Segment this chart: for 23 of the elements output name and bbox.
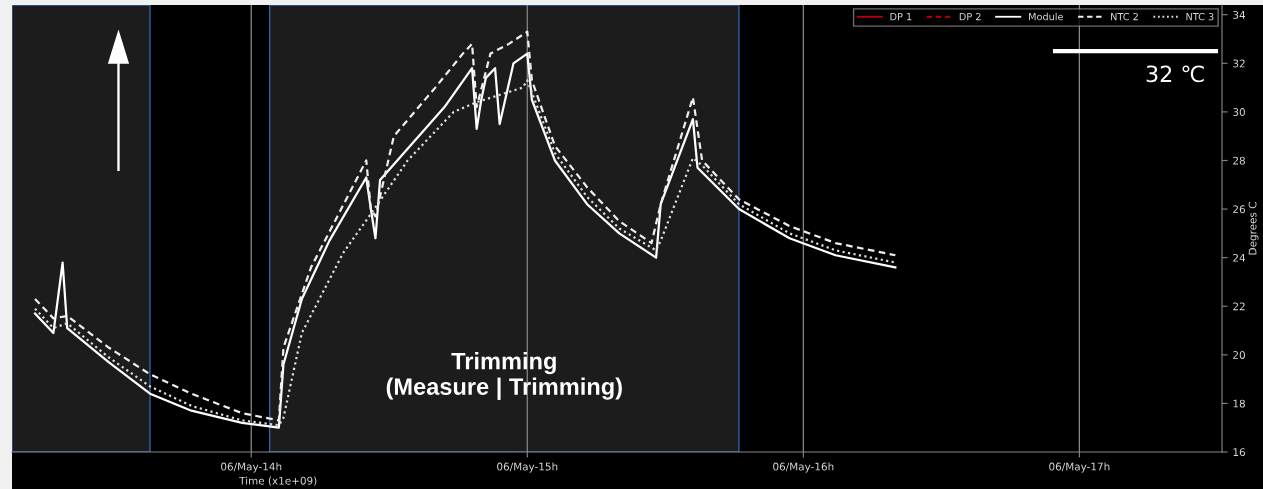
y-tick-label: 16 <box>1233 448 1246 457</box>
legend-label: NTC 2 <box>1111 12 1138 21</box>
y-tick-label: 18 <box>1233 399 1245 408</box>
band-label: Trimming (Measure | Trimming) <box>386 352 622 400</box>
legend-label: DP 1 <box>890 13 912 21</box>
y-tick-label: 34 <box>1233 10 1246 19</box>
y-tick-label: 28 <box>1233 156 1245 165</box>
x-tick-label: 06/May-16h <box>773 462 834 473</box>
x-tick-label: 06/May-17h <box>1049 462 1110 473</box>
legend-label: NTC 3 <box>1186 12 1214 21</box>
y-tick-label: 24 <box>1233 253 1246 262</box>
x-axis-title: Time (x1e+09) <box>239 476 317 486</box>
y-tick-label: 30 <box>1233 108 1245 116</box>
y-tick-label: 22 <box>1233 302 1245 311</box>
y-tick-label: 32 <box>1233 59 1245 68</box>
ref-line-label: 32 ℃ <box>1146 65 1204 83</box>
x-tick-label: 06/May-14h <box>221 462 282 473</box>
y-tick-label: 26 <box>1233 205 1246 214</box>
legend-label: DP 2 <box>959 12 981 21</box>
y-axis-title: Degrees C <box>1248 202 1259 255</box>
y-tick-label: 20 <box>1233 351 1245 359</box>
legend-label: Module <box>1029 12 1063 21</box>
x-tick-label: 06/May-15h <box>497 462 558 473</box>
